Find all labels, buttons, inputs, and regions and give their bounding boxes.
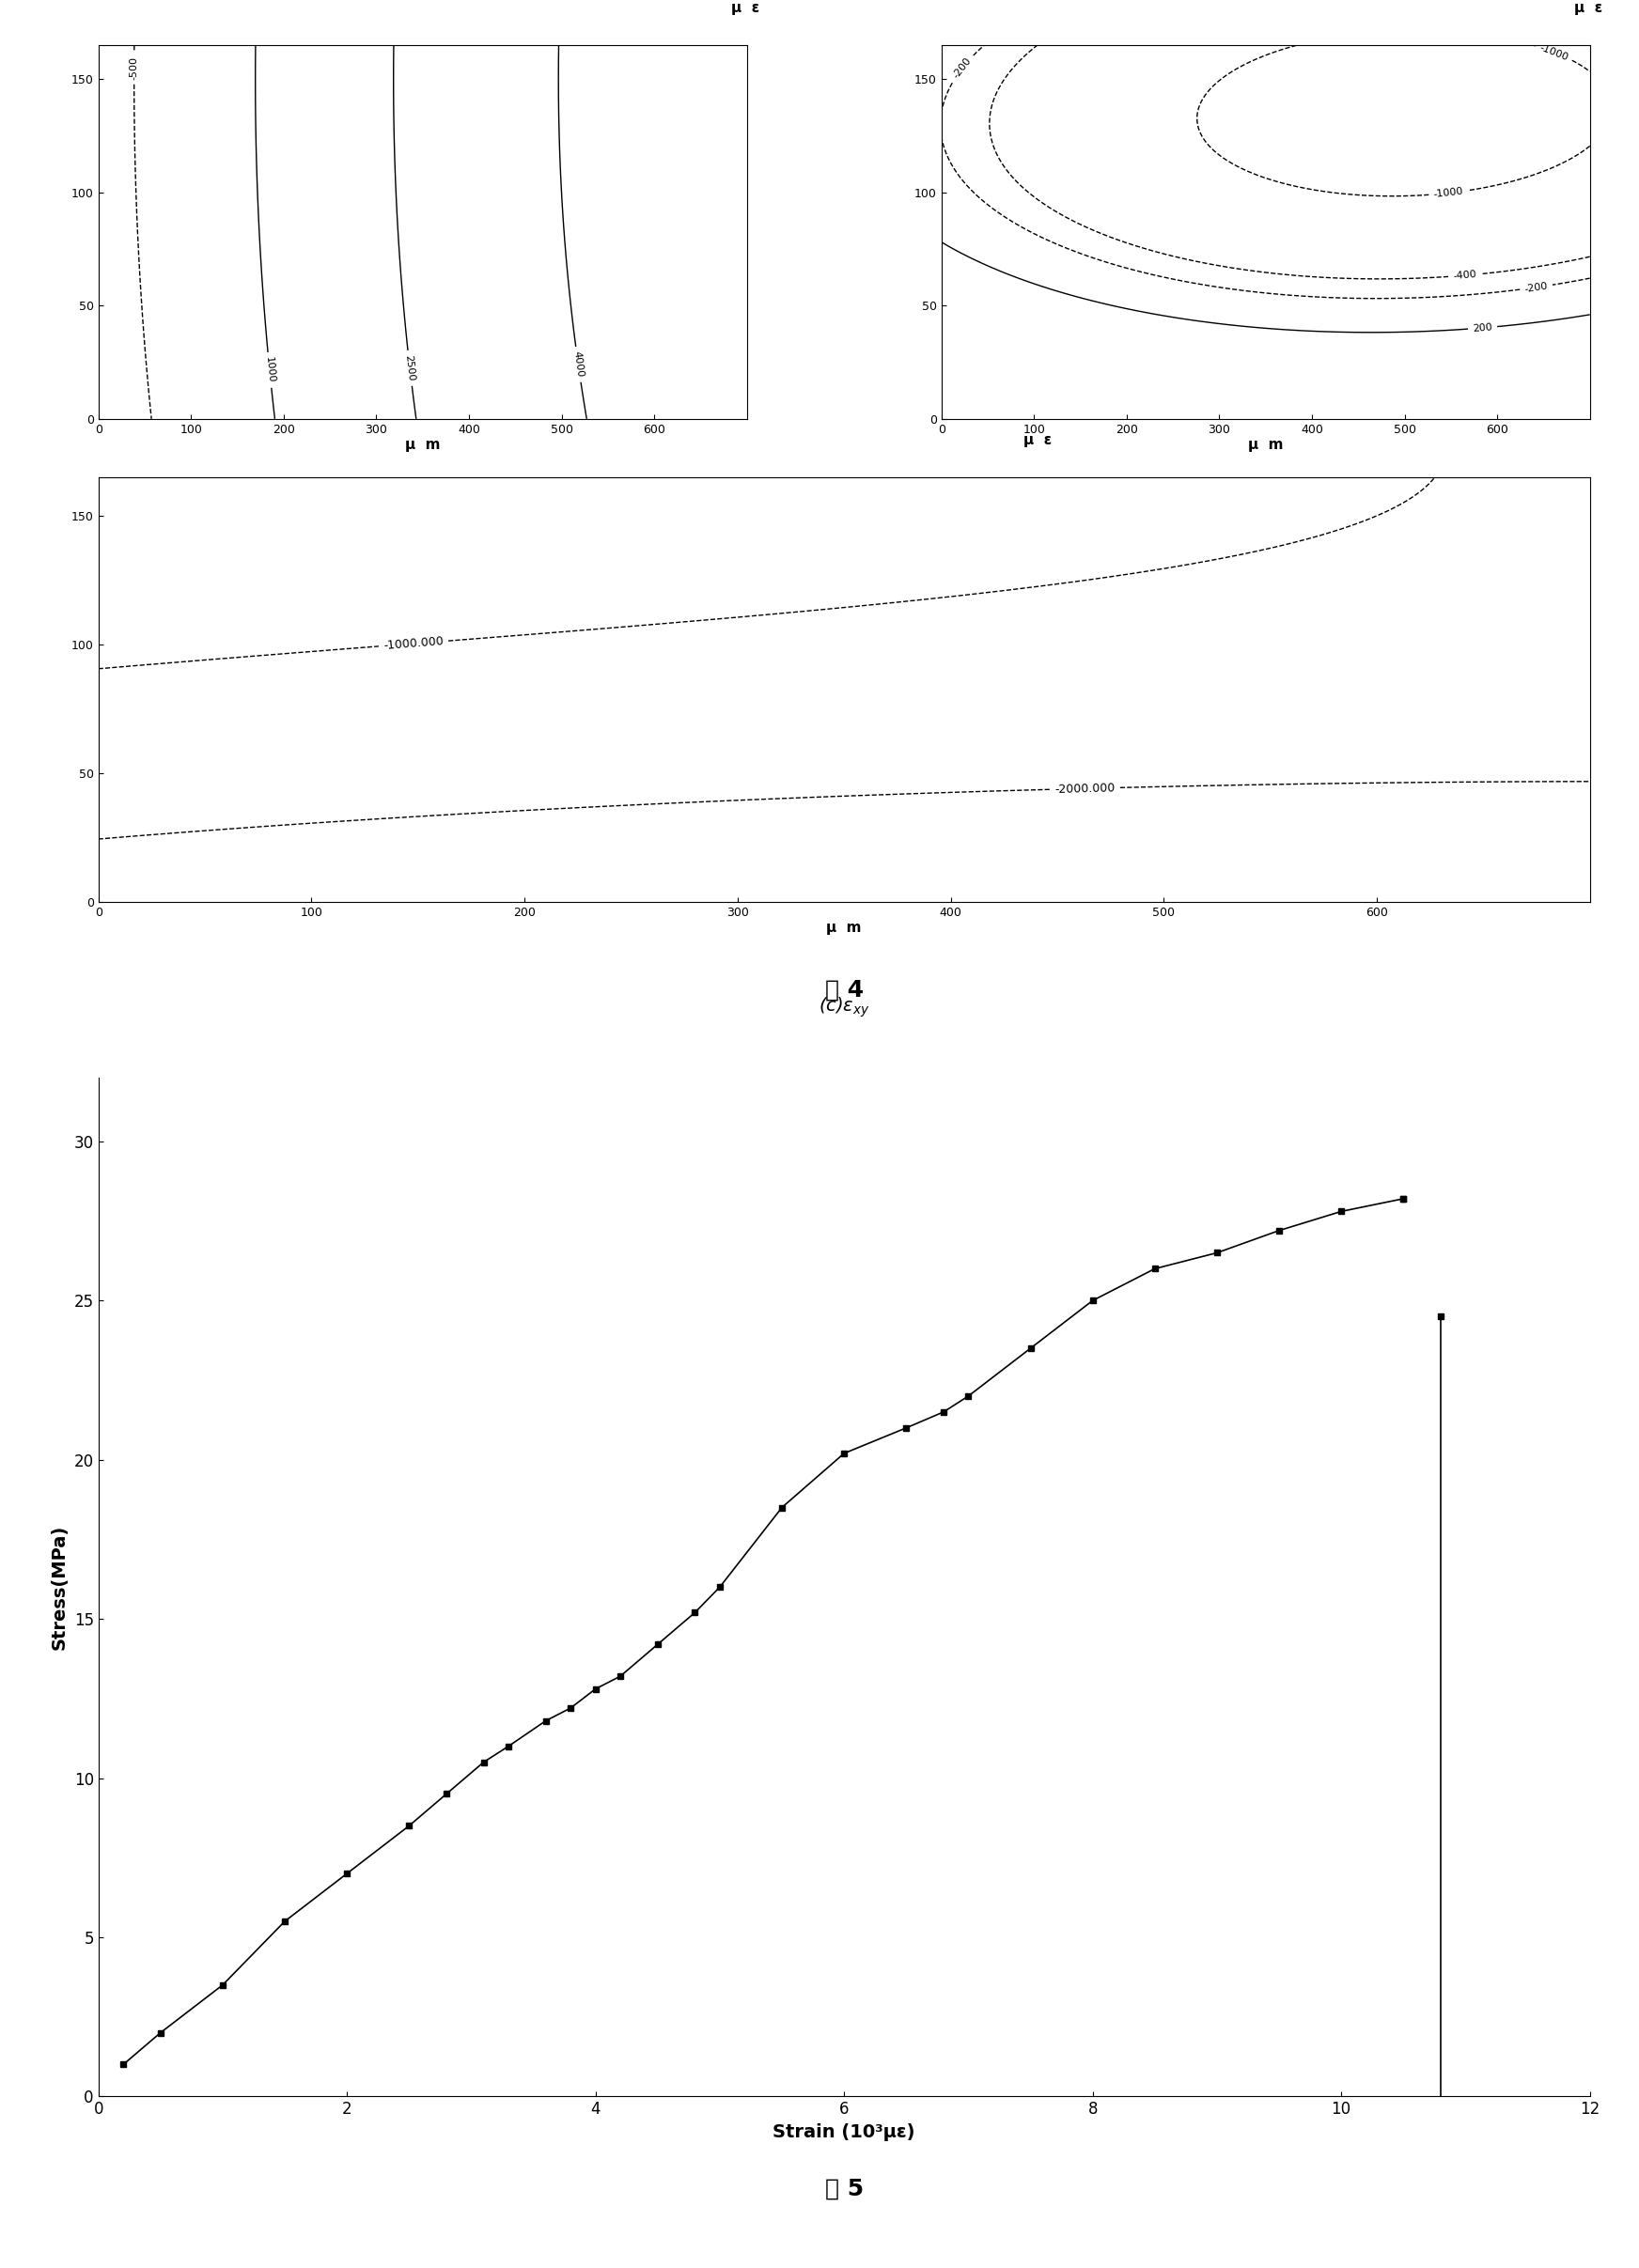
Text: 2500: 2500 <box>403 354 416 381</box>
X-axis label: μ  m: μ m <box>826 921 862 934</box>
Text: -1000: -1000 <box>1432 186 1464 200</box>
Y-axis label: Stress(MPa): Stress(MPa) <box>51 1524 69 1649</box>
Text: 4000: 4000 <box>572 352 585 379</box>
X-axis label: μ  m: μ m <box>1247 438 1283 451</box>
Text: -200: -200 <box>952 57 974 79</box>
Text: μ  ε: μ ε <box>731 2 760 16</box>
Text: -1000.000: -1000.000 <box>384 635 444 651</box>
Text: -2000.000: -2000.000 <box>1056 782 1116 796</box>
Text: μ  ε: μ ε <box>1023 433 1051 447</box>
Text: -1000: -1000 <box>1539 43 1570 61</box>
Text: 图 4: 图 4 <box>824 978 864 1000</box>
Text: 200: 200 <box>1472 322 1493 333</box>
X-axis label: μ  m: μ m <box>405 438 441 451</box>
Text: (b)$\varepsilon_y$: (b)$\varepsilon_y$ <box>1242 538 1288 562</box>
Text: (c)$\varepsilon_{xy}$: (c)$\varepsilon_{xy}$ <box>818 996 870 1018</box>
Text: μ  ε: μ ε <box>1575 2 1603 16</box>
X-axis label: Strain (10³με): Strain (10³με) <box>774 2123 915 2141</box>
Text: -400: -400 <box>1452 270 1477 281</box>
Text: 图 5: 图 5 <box>824 2177 864 2200</box>
Text: -500: -500 <box>129 57 139 79</box>
Text: -200: -200 <box>1524 281 1549 293</box>
Text: 1000: 1000 <box>264 356 275 383</box>
Text: (a)$\varepsilon_x$: (a)$\varepsilon_x$ <box>400 538 446 560</box>
